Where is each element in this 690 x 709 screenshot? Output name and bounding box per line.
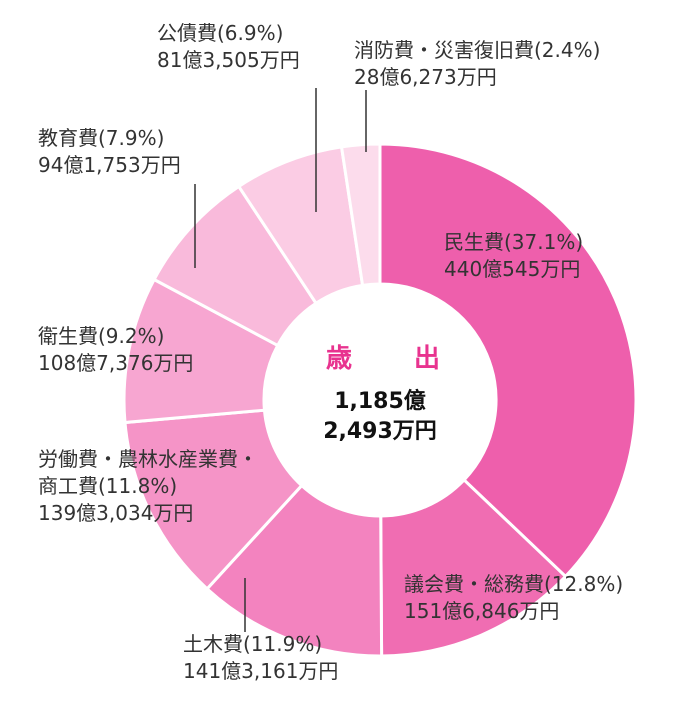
center-total-line1: 1,185億 xyxy=(334,388,426,414)
label-shobo-saigai: 消防費・災害復旧費(2.4%) 28億6,273万円 xyxy=(354,38,607,89)
label-kyoiku: 教育費(7.9%) 94億1,753万円 xyxy=(38,126,181,177)
label-doboku: 土木費(11.9%) 141億3,161万円 xyxy=(183,632,338,683)
label-kosai: 公債費(6.9%) 81億3,505万円 xyxy=(157,21,300,72)
label-minsei: 民生費(37.1%) 440億545万円 xyxy=(444,230,590,281)
slice-0 xyxy=(378,142,638,579)
slice-1 xyxy=(379,477,568,658)
center-total-line2: 2,493万円 xyxy=(323,419,437,444)
slice-2 xyxy=(204,483,384,658)
label-eisei: 衛生費(9.2%) 108億7,376万円 xyxy=(38,324,193,375)
slice-3 xyxy=(123,408,304,591)
center-title: 歳 出 xyxy=(326,344,458,374)
label-gikai-somu: 議会費・総務費(12.8%) 151億6,846万円 xyxy=(404,572,630,623)
donut-slices xyxy=(122,142,638,658)
slice-7 xyxy=(339,142,382,288)
leader-lines xyxy=(194,88,367,632)
label-rodo-norin-shoko: 労働費・農林水産業費・ 商工費(11.8%) 139億3,034万円 xyxy=(38,447,264,525)
